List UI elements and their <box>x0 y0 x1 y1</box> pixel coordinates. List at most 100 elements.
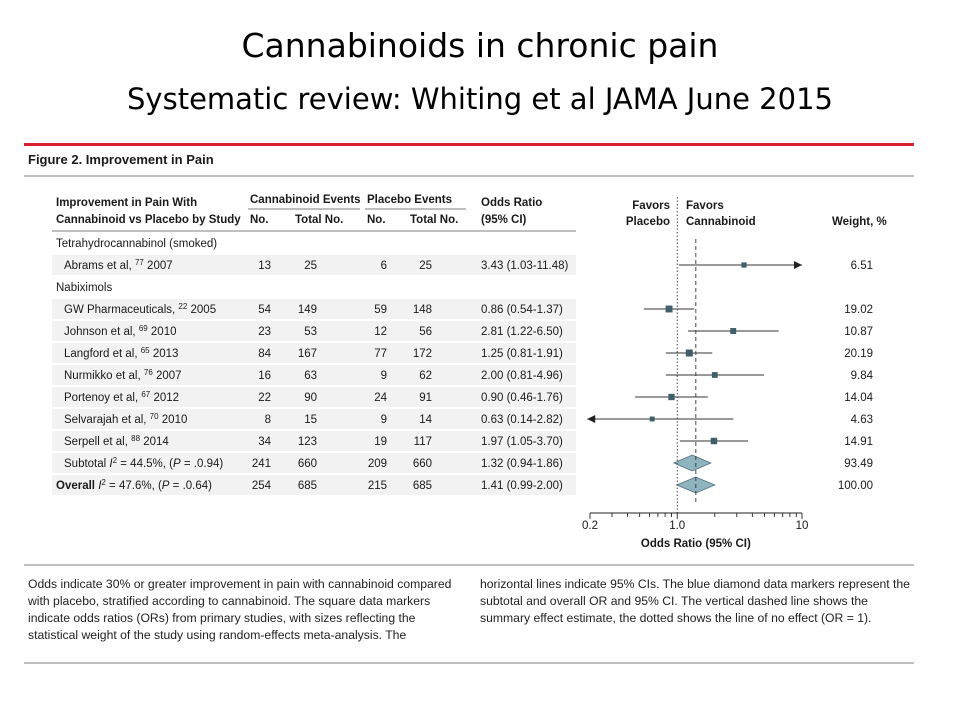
cell-placebo-no: 9 <box>381 370 387 382</box>
cell-weight: 19.02 <box>844 304 873 316</box>
cell-odds-ratio: 0.63 (0.14-2.82) <box>481 414 563 426</box>
cell-placebo-no: 19 <box>374 436 387 448</box>
cell-placebo-no: 24 <box>374 392 387 404</box>
table-row: Tetrahydrocannabinol (smoked) <box>56 238 217 250</box>
row-band <box>52 321 576 341</box>
slide-title: Cannabinoids in chronic pain <box>241 26 719 65</box>
study-name: Nurmikko et al, <box>64 370 144 382</box>
header-favors-placebo-line1: Favors <box>632 200 670 212</box>
header-or-line1: Odds Ratio <box>481 197 542 209</box>
accent-rule <box>24 143 914 146</box>
cell-odds-ratio: 0.86 (0.54-1.37) <box>481 304 563 316</box>
het-p: = .0.94) <box>181 458 224 470</box>
study-ref: 22 <box>178 302 187 311</box>
study-year: 2010 <box>148 326 177 338</box>
x-axis-label: Odds Ratio (95% CI) <box>641 538 751 550</box>
header-favors-placebo-line2: Placebo <box>626 216 670 228</box>
or-marker <box>741 262 747 268</box>
cell-placebo-no: 6 <box>381 260 387 272</box>
study-year: 2007 <box>144 260 173 272</box>
caption-left: Odds indicate 30% or greater improvement… <box>28 576 468 644</box>
summary-label: Subtotal <box>64 458 109 470</box>
cell-placebo-total: 91 <box>419 392 432 404</box>
cell-placebo-total: 56 <box>419 326 432 338</box>
row-study: Nurmikko et al, 76 2007 <box>64 368 182 383</box>
cell-cannabinoid-total: 63 <box>304 370 317 382</box>
x-tick-label: 10 <box>796 520 809 532</box>
cell-cannabinoid-no: 84 <box>258 348 271 360</box>
cell-placebo-no: 209 <box>368 458 387 470</box>
cell-placebo-total: 117 <box>414 436 432 448</box>
cell-weight: 100.00 <box>838 480 873 492</box>
study-year: 2005 <box>187 304 216 316</box>
summary-diamond <box>672 454 712 472</box>
header-favors-cannabinoid-line1: Favors <box>686 200 724 212</box>
row-band <box>52 343 576 363</box>
cell-odds-ratio: 0.90 (0.46-1.76) <box>481 392 563 404</box>
cell-odds-ratio: 1.32 (0.94-1.86) <box>481 458 563 470</box>
caption-line: indicate odds ratios (ORs) from primary … <box>28 611 416 625</box>
cell-placebo-total: 14 <box>419 414 432 426</box>
or-marker <box>665 305 673 313</box>
het-i2: = 47.6%, ( <box>106 480 162 492</box>
study-ref: 70 <box>150 412 159 421</box>
row-study: Selvarajah et al, 70 2010 <box>64 412 187 427</box>
study-name: Portenoy et al, <box>64 392 141 404</box>
x-tick-label: 1.0 <box>669 520 685 532</box>
row-study: Portenoy et al, 67 2012 <box>64 390 179 405</box>
or-marker <box>668 393 675 401</box>
row-study: Abrams et al, 77 2007 <box>64 258 173 273</box>
cell-cannabinoid-no: 241 <box>252 458 271 470</box>
study-ref: 77 <box>135 258 144 267</box>
header-cannabinoid-total: Total No. <box>295 214 343 226</box>
ci-arrow-left <box>587 415 596 423</box>
or-marker <box>685 349 693 357</box>
study-year: 2007 <box>153 370 182 382</box>
table-row: Subtotal I2 = 44.5%, (P = .0.94) 241 660 20… <box>52 453 873 473</box>
study-ref: 76 <box>144 368 153 377</box>
row-band <box>52 387 576 407</box>
row-study: Johnson et al, 69 2010 <box>64 324 177 339</box>
cell-cannabinoid-total: 149 <box>298 304 317 316</box>
cell-cannabinoid-no: 34 <box>258 436 271 448</box>
forest-plot-figure: Figure 2. Improvement in Pain Improvement… <box>24 143 914 673</box>
cell-cannabinoid-total: 15 <box>304 414 317 426</box>
cell-odds-ratio: 1.97 (1.05-3.70) <box>481 436 563 448</box>
header-weight: Weight, % <box>832 216 887 228</box>
cell-cannabinoid-total: 123 <box>298 436 317 448</box>
cell-weight: 20.19 <box>844 348 873 360</box>
study-year: 2010 <box>159 414 188 426</box>
cell-placebo-total: 685 <box>413 480 432 492</box>
header-cannabinoid-events: Cannabinoid Events <box>250 194 361 206</box>
table-row: Selvarajah et al, 70 2010 8 15 9 14 0.63 (0.1… <box>52 409 873 429</box>
forest-marks <box>587 261 802 494</box>
cell-cannabinoid-no: 13 <box>258 260 271 272</box>
study-ref: 69 <box>139 324 148 333</box>
row-band <box>52 431 576 451</box>
cell-cannabinoid-no: 254 <box>252 480 272 492</box>
study-ref: 65 <box>141 346 150 355</box>
row-band <box>52 453 576 473</box>
table-row: Portenoy et al, 67 2012 22 90 24 91 0.90 (0.4… <box>52 387 874 407</box>
cell-weight: 4.63 <box>851 414 873 426</box>
study-year: 2013 <box>150 348 179 360</box>
header-placebo-no: No. <box>367 214 386 226</box>
cell-placebo-no: 12 <box>374 326 387 338</box>
or-marker <box>649 416 655 422</box>
cell-weight: 9.84 <box>851 370 874 382</box>
caption-line: statistical weight of the study using ra… <box>28 628 407 642</box>
caption-line: horizontal lines indicate 95% CIs. The b… <box>480 577 910 591</box>
table-row: Serpell et al, 88 2014 34 123 19 117 1.97 (1.… <box>52 431 873 451</box>
header-cannabinoid-no: No. <box>250 214 269 226</box>
het-i-sup: 2 <box>101 478 106 487</box>
table-row: Johnson et al, 69 2010 23 53 12 56 2.81 (1.22… <box>52 321 873 341</box>
cell-cannabinoid-total: 685 <box>298 480 317 492</box>
header-study-line1: Improvement in Pain With <box>56 197 197 209</box>
cell-cannabinoid-no: 8 <box>265 414 271 426</box>
header-or-line2: (95% CI) <box>481 214 527 226</box>
study-ref: 88 <box>131 434 140 443</box>
cell-weight: 10.87 <box>844 326 873 338</box>
het-p-label: P <box>173 458 181 470</box>
cell-cannabinoid-total: 660 <box>298 458 317 470</box>
forest-rows: Tetrahydrocannabinol (smoked) Abrams et a… <box>52 238 874 495</box>
